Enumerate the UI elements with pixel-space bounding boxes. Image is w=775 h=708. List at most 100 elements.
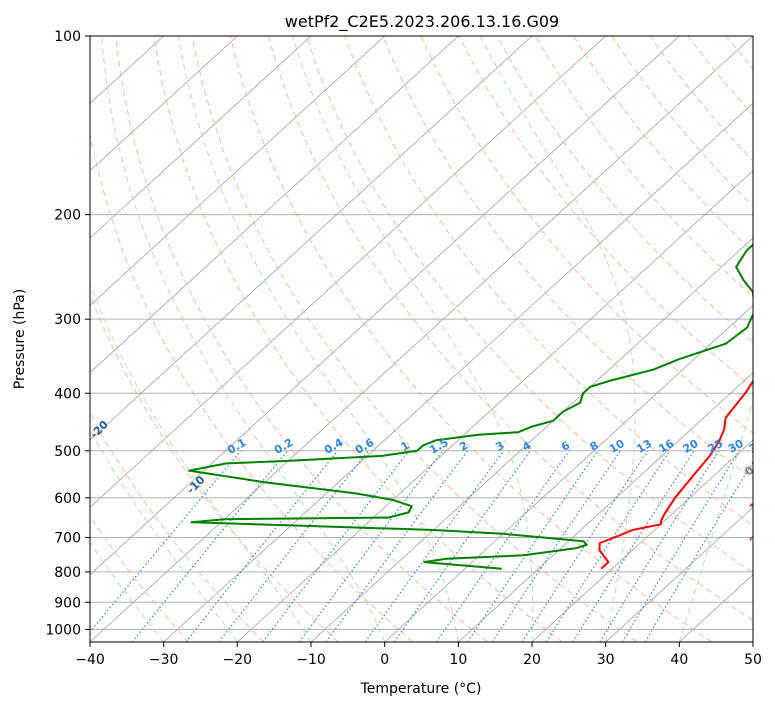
dry-adiabat-line bbox=[267, 36, 753, 622]
plot-frame bbox=[89, 35, 754, 643]
isotherm-line bbox=[163, 102, 753, 642]
y-tick-label: 800 bbox=[54, 565, 81, 581]
dry-adiabat-line bbox=[90, 515, 190, 642]
moist-adiabat-line bbox=[90, 281, 312, 642]
moist-adiabat-label: 10 bbox=[747, 494, 767, 514]
dry-adiabat-line bbox=[90, 131, 414, 642]
mixing-ratio-line bbox=[185, 450, 339, 642]
y-tick-label: 900 bbox=[54, 595, 81, 611]
temperature-profile-line bbox=[598, 379, 753, 570]
y-tick-label: 500 bbox=[54, 444, 81, 460]
moist-adiabat-line bbox=[101, 36, 386, 642]
dry-adiabat-line bbox=[229, 36, 712, 642]
isotherm-line bbox=[310, 237, 753, 642]
x-tick-label: −40 bbox=[75, 652, 105, 668]
mixing-ratio-line bbox=[298, 450, 444, 642]
mixing-ratio-line bbox=[435, 450, 570, 642]
y-tick-label: 600 bbox=[54, 491, 81, 507]
mixing-ratio-line bbox=[218, 450, 369, 642]
y-tick-label: 200 bbox=[54, 208, 81, 224]
mixing-ratio-label: 6 bbox=[559, 439, 572, 454]
mixing-ratio-label: 30 bbox=[726, 437, 746, 456]
isotherm-line bbox=[237, 170, 753, 642]
moist-adiabat-line bbox=[678, 399, 753, 642]
moist-adiabat-line bbox=[178, 36, 459, 642]
isotherm-line bbox=[458, 372, 753, 642]
dry-adiabat-line bbox=[535, 36, 753, 298]
x-tick-label: 20 bbox=[523, 652, 541, 668]
isotherm-line bbox=[531, 439, 753, 642]
chart-title: wetPf2_C2E5.2023.206.13.16.G09 bbox=[285, 12, 559, 32]
moist-adiabat-line bbox=[90, 541, 165, 642]
x-tick-label: −20 bbox=[223, 652, 253, 668]
dry-adiabat-line bbox=[420, 36, 753, 434]
mixing-ratio-line bbox=[545, 450, 671, 642]
moist-adiabat-line bbox=[90, 428, 238, 642]
mixing-ratio-line bbox=[491, 450, 621, 642]
mixing-ratio-label: 20 bbox=[681, 437, 701, 456]
x-tick-label: −30 bbox=[149, 652, 179, 668]
moist-adiabat-label: 20 bbox=[747, 528, 767, 548]
moist-adiabat-line bbox=[752, 640, 753, 642]
dry-adiabat-line bbox=[649, 36, 753, 162]
isotherm-line bbox=[90, 36, 312, 239]
dry-adiabat-line bbox=[344, 36, 753, 527]
mixing-ratio-label: 10 bbox=[607, 437, 627, 456]
mixing-ratio-label: 13 bbox=[634, 437, 654, 456]
mixing-ratio-line bbox=[572, 450, 695, 642]
x-tick-label: −10 bbox=[296, 652, 326, 668]
y-tick-label: 400 bbox=[54, 386, 81, 402]
mixing-ratio-line bbox=[467, 450, 599, 642]
plot-area: 0.10.20.40.611.52346810131620253036-100-… bbox=[88, 36, 775, 642]
y-tick-label: 1000 bbox=[45, 622, 81, 638]
y-axis-title: Pressure (hPa) bbox=[12, 289, 28, 389]
mixing-ratio-line bbox=[90, 450, 242, 633]
x-tick-label: 50 bbox=[744, 652, 762, 668]
isotherm-line bbox=[90, 36, 385, 306]
mixing-ratio-label: 0.2 bbox=[272, 436, 295, 457]
dry-adiabat-line bbox=[115, 36, 488, 642]
dry-adiabat-line bbox=[90, 411, 264, 642]
dewpoint-profile-line bbox=[188, 243, 753, 570]
isotherm-line bbox=[90, 36, 680, 576]
dry-adiabat-label: -20 bbox=[88, 418, 111, 441]
moist-adiabat-label: 0 bbox=[742, 463, 757, 478]
x-tick-label: 0 bbox=[380, 652, 389, 668]
mixing-ratio-line bbox=[131, 450, 289, 642]
dry-adiabat-line bbox=[306, 36, 753, 574]
dry-adiabat-label: -10 bbox=[184, 473, 207, 496]
mixing-ratio-label: 16 bbox=[657, 437, 677, 456]
mixing-ratio-line bbox=[393, 450, 531, 642]
isotherm-line bbox=[90, 36, 606, 508]
moist-adiabat-line bbox=[480, 36, 636, 642]
mixing-ratio-label: 0.4 bbox=[322, 436, 346, 457]
isotherm-line bbox=[90, 36, 533, 441]
isotherm-line bbox=[90, 36, 238, 172]
dry-adiabat-line bbox=[573, 36, 753, 253]
dry-adiabat-line bbox=[611, 36, 753, 207]
dry-adiabat-line bbox=[382, 36, 753, 480]
x-tick-label: 40 bbox=[670, 652, 688, 668]
dry-adiabat-line bbox=[153, 36, 563, 642]
dry-adiabat-line bbox=[496, 36, 753, 343]
x-tick-label: 30 bbox=[597, 652, 615, 668]
mixing-ratio-label: 36 bbox=[747, 437, 767, 456]
mixing-ratio-line bbox=[599, 450, 720, 642]
isotherm-line bbox=[752, 641, 753, 642]
moist-adiabat-label: 30 bbox=[755, 554, 775, 574]
mixing-ratio-label: 2 bbox=[457, 439, 470, 454]
isotherm-line bbox=[605, 506, 753, 642]
isotherm-line bbox=[90, 36, 753, 642]
mixing-ratio-line bbox=[621, 450, 740, 642]
dry-adiabat-line bbox=[458, 36, 753, 389]
dry-adiabat-line bbox=[90, 293, 339, 642]
moist-adiabat-line bbox=[292, 36, 534, 642]
y-tick-label: 700 bbox=[54, 531, 81, 547]
y-tick-label: 300 bbox=[54, 312, 81, 328]
isotherm-line bbox=[90, 36, 459, 374]
dry-adiabat-line bbox=[191, 36, 638, 642]
mixing-ratio-label: 0.1 bbox=[225, 436, 248, 457]
mixing-ratio-line bbox=[262, 450, 410, 642]
